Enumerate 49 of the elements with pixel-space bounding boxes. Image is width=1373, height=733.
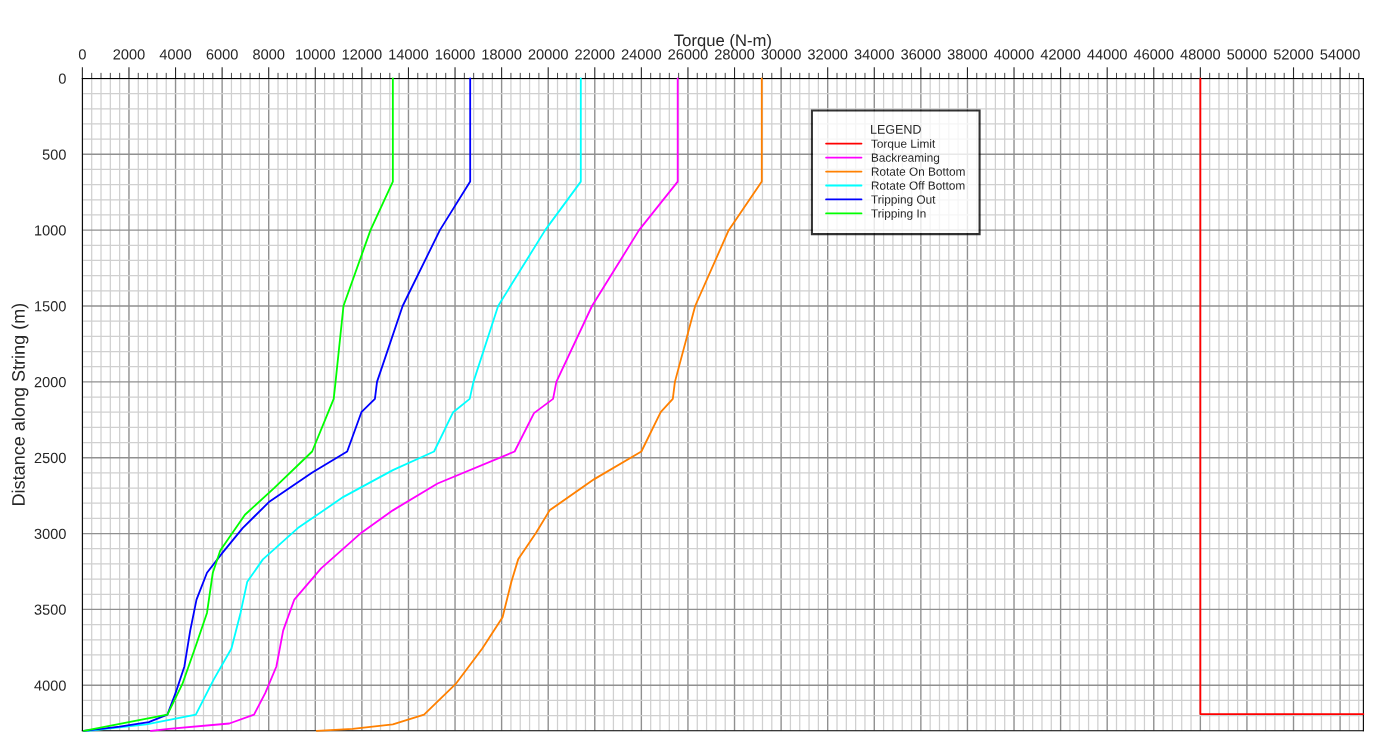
legend-label: Tripping In	[871, 208, 926, 220]
y-tick-label: 3000	[34, 528, 66, 539]
y-tick-label: 500	[42, 149, 66, 160]
y-tick-label: 2000	[34, 376, 66, 388]
x-tick-label: 52000	[1273, 49, 1314, 60]
y-tick-label: 2500	[34, 452, 66, 464]
legend-label: Rotate Off Bottom	[871, 181, 965, 190]
x-tick-label: 14000	[389, 49, 429, 60]
legend-title: LEGEND	[871, 124, 921, 134]
x-tick-label: 10000	[296, 49, 335, 60]
y-tick-label: 4000	[34, 680, 66, 691]
x-tick-label: 26000	[668, 49, 708, 60]
x-tick-label: 38000	[947, 49, 988, 60]
x-tick-label: 46000	[1133, 49, 1174, 60]
x-tick-label: 54000	[1320, 49, 1360, 60]
line-series	[315, 77, 763, 732]
x-tick-label: 22000	[575, 49, 615, 60]
x-tick-label: 6000	[206, 49, 238, 60]
y-tick-label: 0	[58, 73, 66, 84]
x-tick-label: 40000	[994, 49, 1034, 60]
x-tick-label: 30000	[761, 49, 801, 60]
x-tick-label: 8000	[253, 49, 285, 60]
x-tick-label: 18000	[482, 49, 522, 60]
x-tick-label: 36000	[901, 49, 941, 60]
x-tick-label: 0	[78, 49, 86, 60]
x-tick-label: 44000	[1087, 49, 1127, 60]
legend-label: Tripping Out	[871, 195, 936, 207]
legend-label: Rotate On Bottom	[871, 167, 965, 176]
x-tick-label: 34000	[854, 49, 894, 60]
x-tick-label: 42000	[1040, 49, 1081, 60]
x-tick-label: 4000	[159, 49, 192, 60]
y-axis-title: Distance along String (m)	[11, 303, 29, 505]
x-tick-label: 50000	[1227, 49, 1267, 60]
x-tick-label: 16000	[435, 49, 475, 60]
x-axis-title: Torque (N-m)	[674, 34, 771, 50]
legend-label: Backreaming	[871, 153, 940, 165]
x-tick-label: 32000	[807, 49, 848, 60]
y-tick-label: 1000	[35, 225, 66, 236]
line-series	[87, 77, 582, 732]
x-tick-label: 20000	[528, 49, 568, 60]
x-tick-label: 48000	[1180, 49, 1221, 60]
y-tick-label: 1500	[35, 301, 66, 312]
legend-label: Torque Limit	[871, 139, 936, 151]
line-series	[149, 77, 679, 732]
x-tick-label: 2000	[113, 49, 145, 60]
x-tick-label: 12000	[342, 49, 382, 60]
x-tick-label: 24000	[621, 49, 662, 60]
y-tick-label: 3500	[34, 604, 66, 615]
x-tick-label: 28000	[714, 49, 755, 60]
